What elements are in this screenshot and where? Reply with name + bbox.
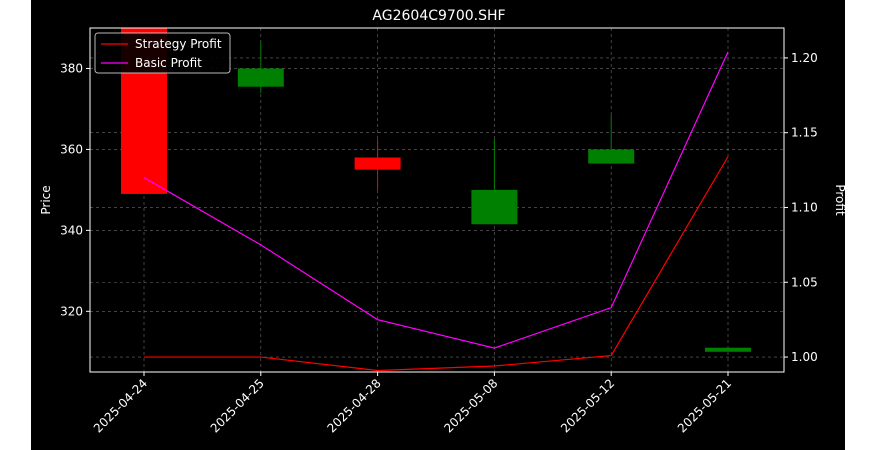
plot-frame [89, 27, 785, 373]
candle-body [588, 149, 635, 164]
chart-title: AG2604C9700.SHF [372, 8, 505, 24]
candle-body [237, 68, 284, 87]
left-tick-label: 320 [60, 304, 83, 318]
candle-body [705, 347, 751, 352]
left-axis-label: Price [39, 185, 53, 214]
right-tick-label: 1.15 [791, 126, 818, 140]
legend: Strategy Profit Basic Profit [94, 32, 231, 74]
right-axis-label: Profit [833, 184, 847, 216]
series-line [143, 51, 729, 349]
right-tick-label: 1.20 [791, 51, 818, 65]
left-tick-label: 340 [60, 223, 83, 237]
right-tick-label: 1.05 [791, 275, 818, 289]
legend-basic-label: Basic Profit [135, 56, 202, 70]
legend-strategy-label: Strategy Profit [135, 37, 222, 51]
left-tick-label: 380 [60, 61, 83, 75]
profit-lines [143, 51, 729, 372]
legend-box [94, 32, 231, 74]
right-tick-label: 1.00 [791, 350, 818, 364]
right-tick-label: 1.10 [791, 200, 818, 214]
right-axis: 1.00 1.05 1.10 1.15 1.20 [784, 51, 818, 364]
left-axis: 320 340 360 380 [60, 61, 90, 318]
left-tick-label: 360 [60, 142, 83, 156]
series-line [144, 156, 729, 372]
candle-body [471, 189, 518, 225]
candle-body [354, 157, 401, 170]
